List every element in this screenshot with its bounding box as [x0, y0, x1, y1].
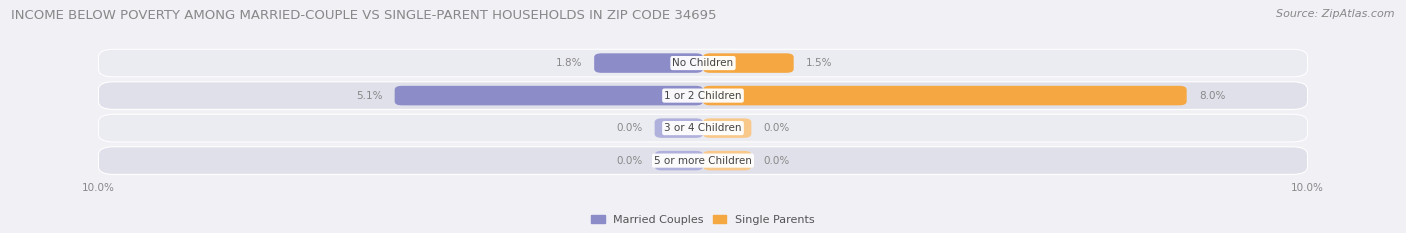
- Text: Source: ZipAtlas.com: Source: ZipAtlas.com: [1277, 9, 1395, 19]
- Text: INCOME BELOW POVERTY AMONG MARRIED-COUPLE VS SINGLE-PARENT HOUSEHOLDS IN ZIP COD: INCOME BELOW POVERTY AMONG MARRIED-COUPL…: [11, 9, 717, 22]
- FancyBboxPatch shape: [98, 114, 1308, 142]
- FancyBboxPatch shape: [595, 53, 703, 73]
- Text: No Children: No Children: [672, 58, 734, 68]
- Text: 1.8%: 1.8%: [555, 58, 582, 68]
- Text: 5.1%: 5.1%: [356, 91, 382, 101]
- Text: 0.0%: 0.0%: [616, 156, 643, 166]
- Text: 0.0%: 0.0%: [763, 123, 790, 133]
- FancyBboxPatch shape: [703, 86, 1187, 105]
- FancyBboxPatch shape: [98, 147, 1308, 175]
- Text: 3 or 4 Children: 3 or 4 Children: [664, 123, 742, 133]
- Text: 5 or more Children: 5 or more Children: [654, 156, 752, 166]
- Legend: Married Couples, Single Parents: Married Couples, Single Parents: [586, 210, 820, 229]
- Text: 0.0%: 0.0%: [616, 123, 643, 133]
- FancyBboxPatch shape: [98, 49, 1308, 77]
- FancyBboxPatch shape: [395, 86, 703, 105]
- Text: 0.0%: 0.0%: [763, 156, 790, 166]
- Text: 1.5%: 1.5%: [806, 58, 832, 68]
- FancyBboxPatch shape: [703, 118, 751, 138]
- FancyBboxPatch shape: [655, 151, 703, 170]
- FancyBboxPatch shape: [703, 151, 751, 170]
- FancyBboxPatch shape: [703, 53, 793, 73]
- FancyBboxPatch shape: [655, 118, 703, 138]
- Text: 1 or 2 Children: 1 or 2 Children: [664, 91, 742, 101]
- FancyBboxPatch shape: [98, 82, 1308, 110]
- Text: 8.0%: 8.0%: [1199, 91, 1225, 101]
